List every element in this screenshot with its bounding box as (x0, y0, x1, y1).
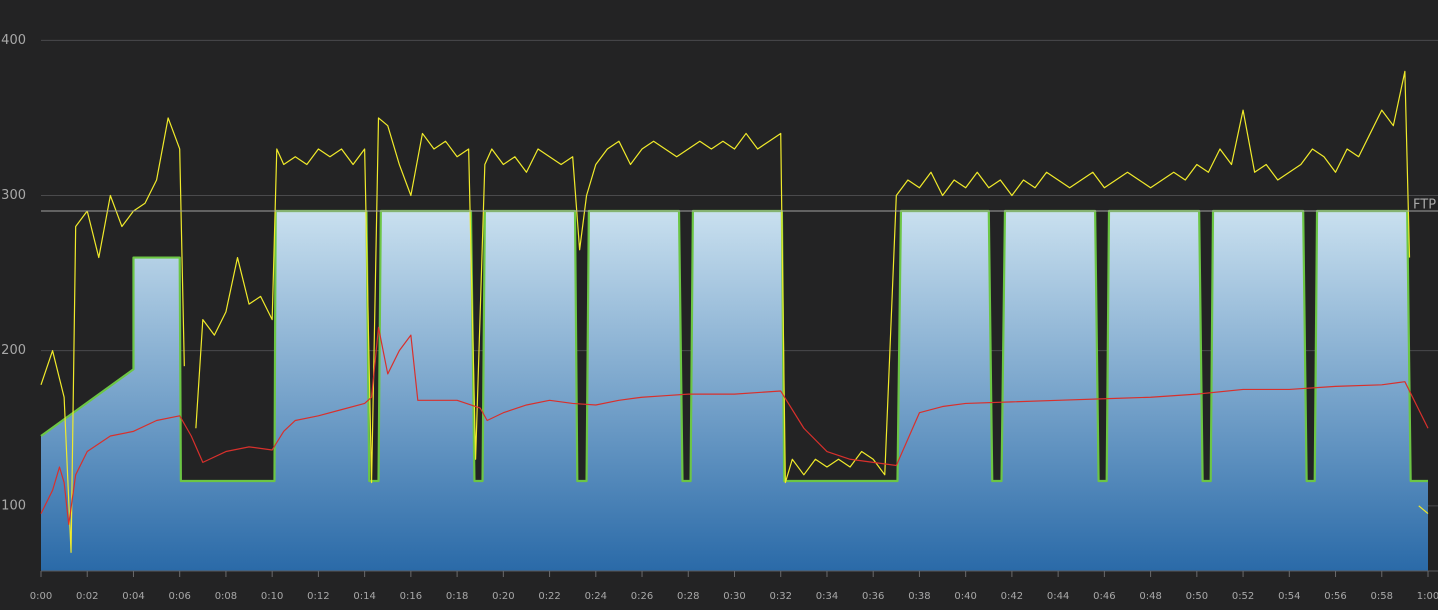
x-tick-label: 0:46 (1093, 591, 1115, 602)
x-tick-label: 0:34 (816, 591, 838, 602)
x-tick-label: 0:08 (215, 591, 237, 602)
x-tick-label: 0:14 (353, 591, 375, 602)
x-tick-label: 0:12 (307, 591, 329, 602)
x-tick-label: 0:52 (1232, 591, 1254, 602)
x-tick-label: 0:18 (446, 591, 468, 602)
x-tick-label: 0:06 (168, 591, 190, 602)
data-line (40, 70, 1429, 553)
x-tick-label: 0:38 (908, 591, 930, 602)
x-tick-label: 0:58 (1371, 591, 1393, 602)
x-tick-label: 0:44 (1047, 591, 1069, 602)
y-tick-label: 100 (1, 498, 26, 513)
x-tick-label: 0:30 (723, 591, 745, 602)
ftp-label: FTP (1413, 198, 1436, 213)
x-tick-label: 0:36 (862, 591, 884, 602)
x-tick-label: 0:00 (30, 591, 52, 602)
x-tick-label: 0:26 (631, 591, 653, 602)
x-tick-label: 0:20 (492, 591, 514, 602)
x-tick-label: 0:02 (76, 591, 98, 602)
x-tick-label: 0:16 (400, 591, 422, 602)
workout-area (41, 211, 1428, 571)
x-tick-label: 0:28 (677, 591, 699, 602)
x-tick-label: 1:00 (1417, 591, 1438, 602)
y-tick-label: 300 (1, 188, 26, 203)
x-tick-label: 0:42 (1001, 591, 1023, 602)
y-tick-label: 200 (1, 343, 26, 358)
y-tick-label: 400 (1, 33, 26, 48)
x-tick-label: 0:40 (954, 591, 976, 602)
data-line (40, 326, 1429, 526)
x-tick-label: 0:54 (1278, 591, 1300, 602)
x-tick-label: 0:48 (1139, 591, 1161, 602)
x-tick-label: 0:56 (1324, 591, 1346, 602)
x-tick-label: 0:24 (585, 591, 607, 602)
x-tick-label: 0:10 (261, 591, 283, 602)
x-tick-label: 0:50 (1186, 591, 1208, 602)
x-tick-label: 0:04 (122, 591, 144, 602)
x-tick-label: 0:22 (538, 591, 560, 602)
x-tick-label: 0:32 (769, 591, 791, 602)
